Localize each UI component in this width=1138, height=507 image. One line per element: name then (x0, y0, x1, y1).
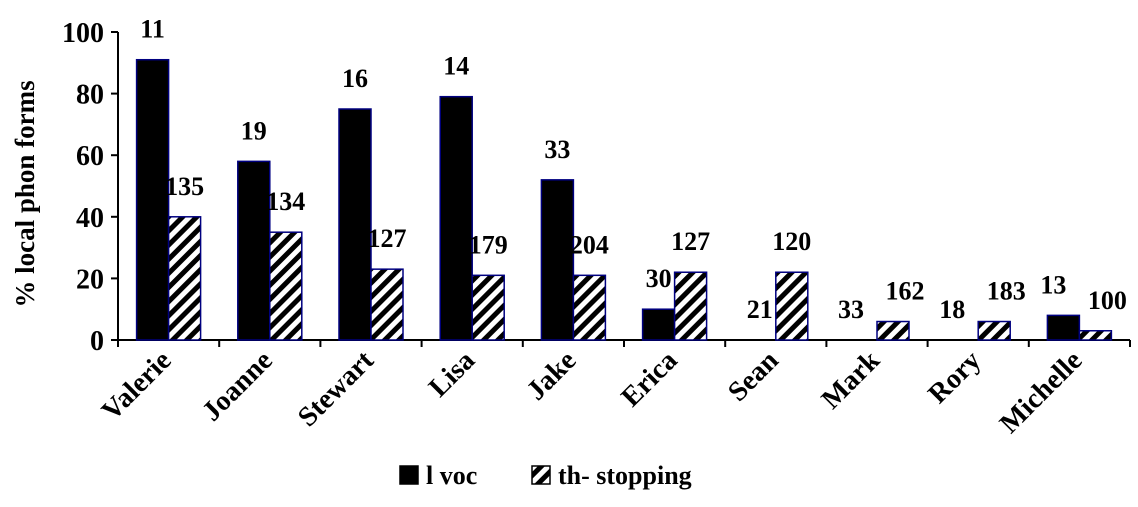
bar-l-voc (135, 58, 170, 341)
y-axis-title: % local phon forms (10, 80, 40, 307)
data-label-th-stopping: 183 (987, 277, 1026, 306)
category-label: Michelle (994, 345, 1088, 439)
bars (135, 58, 1113, 341)
bar-l-voc (439, 95, 473, 341)
category-label: Lisa (423, 345, 481, 403)
data-label-l-voc: 11 (140, 15, 165, 44)
data-label-th-stopping: 127 (671, 227, 710, 256)
legend-label-th-stopping: th- stopping (558, 461, 692, 490)
bar-th-stopping (1078, 330, 1113, 341)
data-label-l-voc: 30 (646, 264, 672, 293)
bar-l-voc (338, 108, 372, 341)
data-label-l-voc: 33 (838, 295, 864, 324)
y-tick-label: 60 (76, 141, 104, 172)
y-tick-label: 0 (90, 326, 104, 357)
bar-th-stopping (370, 268, 404, 341)
bar-l-voc (641, 308, 676, 341)
category-label: Sean (722, 345, 785, 408)
bar-l-voc (237, 160, 271, 341)
category-label: Mark (816, 345, 887, 416)
data-label-th-stopping: 204 (570, 230, 609, 259)
legend-swatch-l-voc (399, 465, 419, 485)
category-label: Jake (521, 345, 583, 407)
bar-th-stopping (977, 320, 1011, 341)
data-label-l-voc: 19 (241, 116, 267, 145)
bar-th-stopping (471, 274, 505, 341)
data-label-th-stopping: 162 (886, 277, 925, 306)
data-label-l-voc: 18 (939, 295, 965, 324)
data-label-th-stopping: 134 (266, 187, 305, 216)
bar-l-voc (540, 179, 575, 341)
y-tick-label: 100 (62, 18, 104, 49)
bar-th-stopping (572, 274, 607, 341)
data-label-th-stopping: 135 (165, 172, 204, 201)
bar-th-stopping (775, 271, 809, 341)
data-label-l-voc: 21 (747, 295, 773, 324)
category-label: Stewart (292, 345, 380, 433)
axes: 0 20 40 60 80 100 % local phon forms (10, 18, 1131, 357)
bar-th-stopping (167, 216, 202, 341)
y-tick-label: 20 (76, 264, 104, 295)
data-label-l-voc: 13 (1040, 270, 1066, 299)
bar-th-stopping (876, 320, 910, 341)
y-tick-label: 40 (76, 203, 104, 234)
data-labels: 11 135 19 134 16 127 14 179 33 204 30 127 21 120 33 162… (140, 15, 1127, 324)
data-label-th-stopping: 127 (368, 224, 407, 253)
legend-label-l-voc: l voc (426, 461, 477, 490)
category-label: Rory (922, 345, 987, 410)
data-label-th-stopping: 179 (469, 230, 508, 259)
data-label-l-voc: 14 (443, 52, 469, 81)
data-label-th-stopping: 100 (1088, 286, 1127, 315)
legend: l voc th- stopping (399, 461, 692, 490)
bar-l-voc (1046, 314, 1081, 341)
data-label-th-stopping: 120 (772, 227, 811, 256)
category-label: Valerie (96, 345, 178, 427)
category-labels: Valerie Joanne Stewart Lisa Jake Erica Sean Mar… (96, 345, 1088, 440)
bar-th-stopping (269, 231, 303, 341)
legend-swatch-th-stopping (531, 465, 551, 485)
bar-th-stopping (673, 271, 708, 341)
y-tick-label: 80 (76, 80, 104, 111)
data-label-l-voc: 16 (342, 64, 368, 93)
data-label-l-voc: 33 (544, 135, 570, 164)
category-label: Joanne (196, 345, 278, 427)
category-label: Erica (615, 345, 683, 413)
